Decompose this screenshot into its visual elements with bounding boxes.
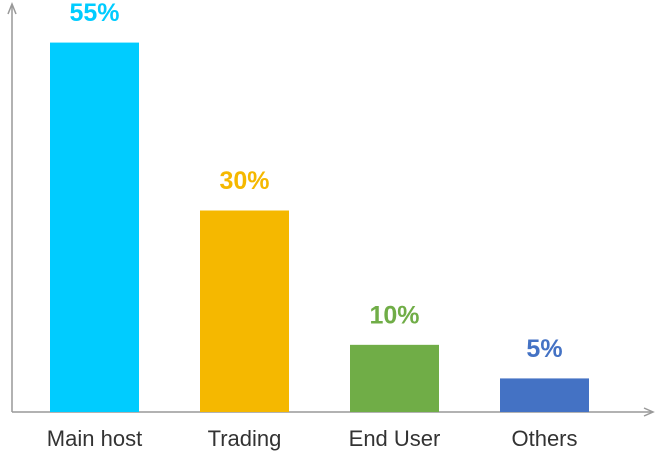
bar bbox=[50, 42, 139, 412]
value-label: 10% bbox=[369, 301, 419, 329]
bar bbox=[500, 378, 589, 412]
value-label: 30% bbox=[219, 167, 269, 195]
bar bbox=[200, 210, 289, 412]
x-tick-label: Trading bbox=[208, 426, 282, 451]
y-axis-arrow bbox=[7, 1, 17, 15]
value-label: 5% bbox=[526, 335, 562, 363]
x-tick-label: Others bbox=[511, 426, 577, 451]
value-label: 55% bbox=[69, 0, 119, 27]
x-axis-arrow bbox=[643, 407, 655, 417]
bar bbox=[350, 344, 439, 412]
x-tick-label: End User bbox=[349, 426, 441, 451]
x-tick-label: Main host bbox=[47, 426, 142, 451]
